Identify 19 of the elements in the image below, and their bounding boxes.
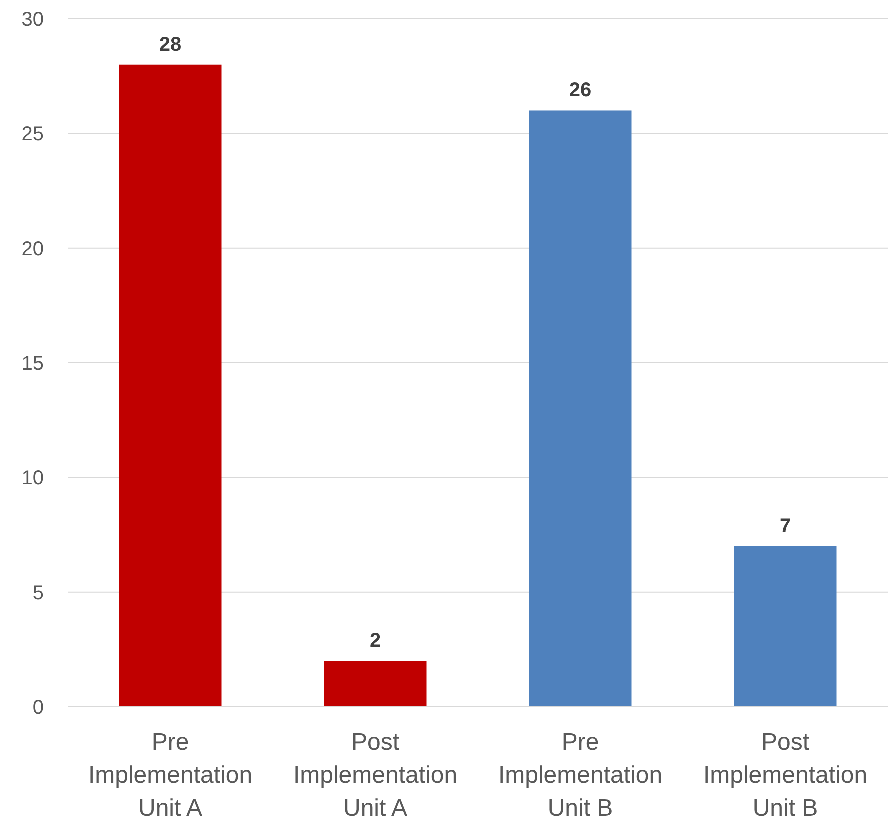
data-label: 28 [159, 34, 182, 56]
y-tick-label: 20 [22, 238, 44, 260]
x-tick-label: Post Implementation Unit A [293, 729, 458, 822]
x-tick-label: Pre Implementation Unit B [498, 729, 663, 822]
data-label: 7 [780, 515, 792, 538]
data-label: 2 [370, 630, 382, 652]
y-tick-label: 15 [22, 353, 44, 375]
bar [734, 546, 837, 707]
y-tick-label: 0 [32, 697, 44, 719]
x-tick-label: Pre Implementation Unit A [88, 729, 253, 822]
bar [119, 64, 222, 707]
x-tick-label: Post Implementation Unit B [703, 729, 868, 822]
y-tick-label: 30 [22, 9, 44, 31]
bar [324, 661, 427, 707]
y-tick-label: 5 [32, 582, 44, 604]
bar [529, 110, 632, 707]
data-label: 26 [569, 80, 592, 102]
y-tick-label: 10 [22, 468, 44, 490]
y-tick-label: 25 [22, 124, 44, 146]
